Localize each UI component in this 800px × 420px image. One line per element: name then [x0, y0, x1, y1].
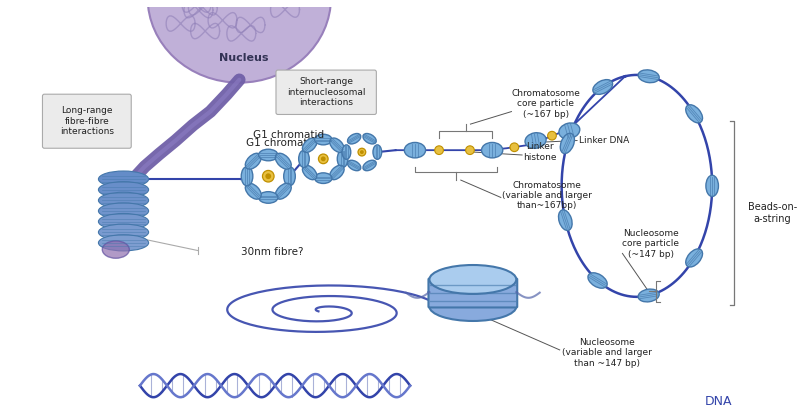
Text: Nucleosome
(variable and larger
than ~147 bp): Nucleosome (variable and larger than ~14… [562, 338, 651, 368]
Text: Short-range
internucleosomal
interactions: Short-range internucleosomal interaction… [287, 77, 366, 107]
Ellipse shape [404, 142, 426, 158]
Circle shape [358, 148, 366, 156]
Ellipse shape [246, 153, 262, 169]
Ellipse shape [482, 142, 502, 158]
Circle shape [548, 131, 556, 140]
Ellipse shape [284, 167, 295, 186]
Ellipse shape [338, 150, 348, 168]
Text: Long-range
fibre-fibre
interactions: Long-range fibre-fibre interactions [60, 106, 114, 136]
Ellipse shape [258, 149, 278, 161]
Ellipse shape [275, 153, 291, 169]
FancyBboxPatch shape [429, 278, 518, 307]
Ellipse shape [430, 265, 516, 294]
Text: G1 chromatid: G1 chromatid [253, 130, 324, 140]
Text: Nucleosome
core particle
(~147 bp): Nucleosome core particle (~147 bp) [622, 229, 679, 259]
Ellipse shape [593, 80, 613, 94]
Ellipse shape [258, 192, 278, 203]
Ellipse shape [347, 160, 361, 171]
Ellipse shape [246, 183, 262, 199]
Circle shape [434, 146, 443, 155]
Ellipse shape [98, 203, 149, 219]
Ellipse shape [560, 133, 574, 153]
Ellipse shape [98, 235, 149, 251]
Ellipse shape [330, 165, 344, 180]
Ellipse shape [330, 138, 344, 152]
Circle shape [318, 154, 328, 164]
Ellipse shape [98, 213, 149, 230]
Text: G1 chromatid: G1 chromatid [246, 138, 317, 147]
Ellipse shape [98, 171, 149, 187]
FancyBboxPatch shape [276, 70, 376, 115]
Ellipse shape [98, 192, 149, 208]
Ellipse shape [525, 133, 546, 148]
Circle shape [466, 146, 474, 155]
Ellipse shape [638, 70, 659, 83]
Ellipse shape [638, 289, 659, 302]
Ellipse shape [430, 292, 516, 321]
Text: Nucleus: Nucleus [219, 52, 269, 63]
Ellipse shape [98, 181, 149, 198]
Ellipse shape [373, 145, 382, 159]
Text: Chromatosome
core particle
(~167 bp): Chromatosome core particle (~167 bp) [511, 89, 580, 119]
Ellipse shape [686, 249, 702, 267]
Ellipse shape [706, 175, 718, 197]
Text: Chromatosome
(variable and larger
than~167bp): Chromatosome (variable and larger than~1… [502, 181, 592, 210]
Ellipse shape [559, 123, 580, 139]
Ellipse shape [242, 167, 253, 186]
Ellipse shape [347, 134, 361, 144]
Ellipse shape [102, 241, 130, 258]
Text: Linker
histone: Linker histone [523, 142, 557, 162]
Ellipse shape [302, 165, 317, 180]
Ellipse shape [298, 150, 310, 168]
Ellipse shape [314, 134, 332, 145]
Circle shape [266, 173, 271, 179]
Ellipse shape [363, 134, 376, 144]
Ellipse shape [558, 210, 572, 231]
FancyBboxPatch shape [42, 94, 131, 148]
Text: 30nm fibre?: 30nm fibre? [242, 247, 304, 257]
Ellipse shape [588, 273, 607, 288]
Ellipse shape [302, 138, 317, 152]
Circle shape [360, 150, 364, 154]
Ellipse shape [275, 183, 291, 199]
Text: Linker DNA: Linker DNA [579, 136, 630, 145]
Circle shape [321, 156, 326, 161]
Ellipse shape [148, 0, 331, 83]
Ellipse shape [342, 145, 350, 159]
Text: Beads-on-
a-string: Beads-on- a-string [748, 202, 797, 224]
Circle shape [262, 171, 274, 182]
Ellipse shape [363, 160, 376, 171]
Circle shape [510, 143, 518, 152]
Ellipse shape [314, 173, 332, 184]
Ellipse shape [686, 105, 702, 123]
Text: DNA: DNA [705, 394, 732, 407]
Ellipse shape [98, 224, 149, 240]
